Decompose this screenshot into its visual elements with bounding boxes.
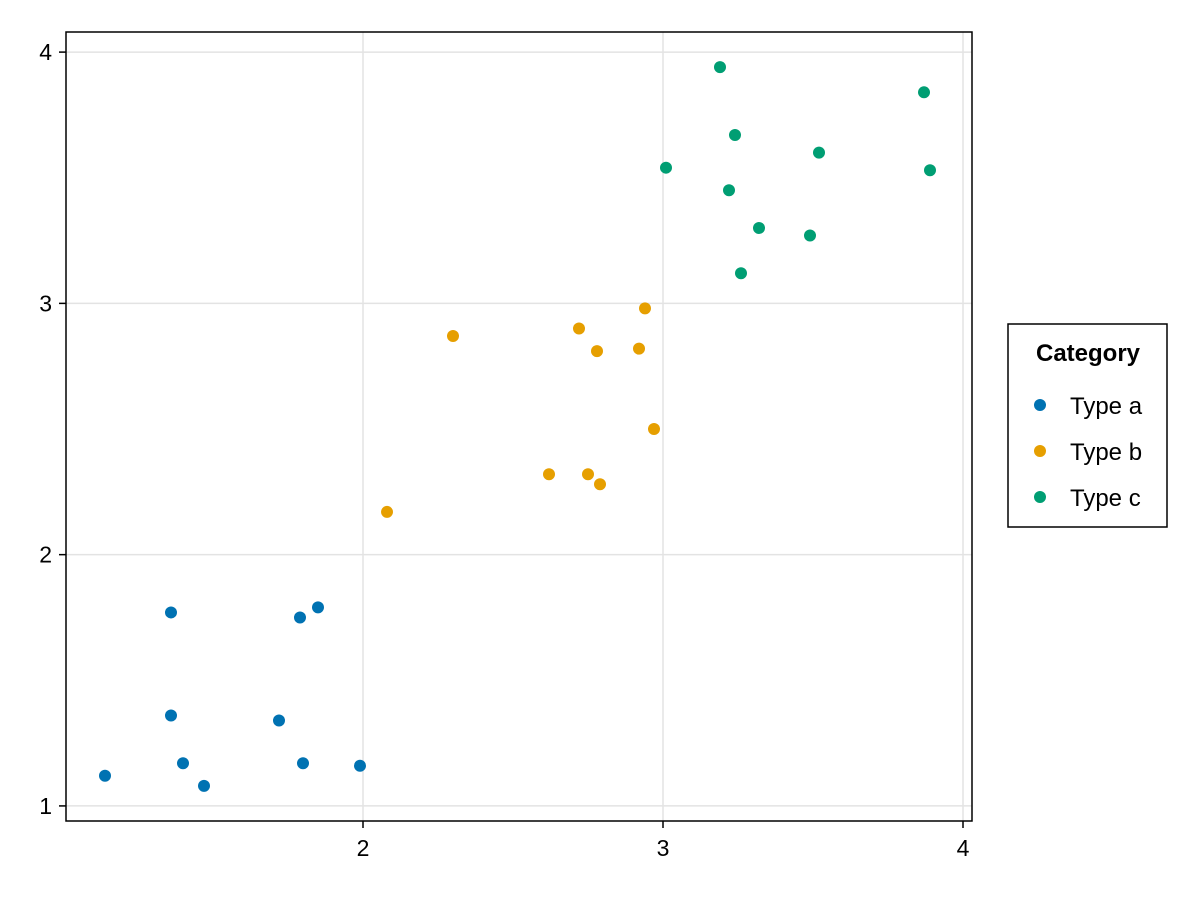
data-point-type-b <box>633 342 645 355</box>
data-point-type-a <box>273 714 285 727</box>
legend-marker-type-a <box>1034 399 1046 411</box>
data-point-type-b <box>543 468 555 481</box>
data-point-type-c <box>723 184 735 197</box>
legend-label-type-b: Type b <box>1070 439 1142 466</box>
x-tick-label: 4 <box>957 835 970 861</box>
y-tick-label: 1 <box>39 793 52 819</box>
data-point-type-b <box>639 302 651 315</box>
data-point-type-c <box>660 161 672 174</box>
data-point-type-c <box>729 129 741 142</box>
data-point-type-b <box>582 468 594 481</box>
data-point-type-a <box>198 779 210 792</box>
x-tick-label: 3 <box>657 835 670 861</box>
legend-title: Category <box>1036 340 1141 367</box>
data-point-type-a <box>294 611 306 624</box>
data-point-type-c <box>714 61 726 74</box>
x-tick-label: 2 <box>357 835 370 861</box>
data-point-type-b <box>573 322 585 335</box>
y-tick-label: 3 <box>39 290 52 316</box>
axis-ticks: 2 3 4 1 2 3 4 <box>39 39 969 861</box>
y-tick-label: 4 <box>39 39 52 65</box>
data-point-type-a <box>312 601 324 614</box>
y-tick-label: 2 <box>39 542 52 568</box>
data-point-type-c <box>918 86 930 99</box>
data-point-type-c <box>804 229 816 242</box>
legend-marker-type-c <box>1034 491 1046 503</box>
data-point-type-a <box>354 759 366 772</box>
data-point-type-a <box>99 769 111 782</box>
legend-entries: Type a Type b Type c <box>1034 393 1143 512</box>
legend-label-type-a: Type a <box>1070 393 1143 420</box>
data-point-type-b <box>591 345 603 358</box>
data-point-type-b <box>594 478 606 491</box>
data-point-type-a <box>165 709 177 722</box>
legend-marker-type-b <box>1034 445 1046 457</box>
data-point-type-a <box>297 757 309 770</box>
data-point-type-b <box>447 330 459 343</box>
legend-frame <box>1007 323 1168 528</box>
data-point-type-c <box>753 221 765 234</box>
plot-frame <box>65 31 973 822</box>
grid-lines <box>66 32 972 821</box>
data-point-type-c <box>813 146 825 159</box>
data-points <box>99 61 936 792</box>
data-point-type-c <box>735 267 747 280</box>
data-point-type-c <box>924 164 936 177</box>
legend-label-type-c: Type c <box>1070 485 1141 512</box>
data-point-type-a <box>177 757 189 770</box>
data-point-type-b <box>381 505 393 518</box>
legend: Category Type a Type b Type c <box>1007 323 1168 528</box>
data-point-type-a <box>165 606 177 619</box>
data-point-type-b <box>648 423 660 436</box>
